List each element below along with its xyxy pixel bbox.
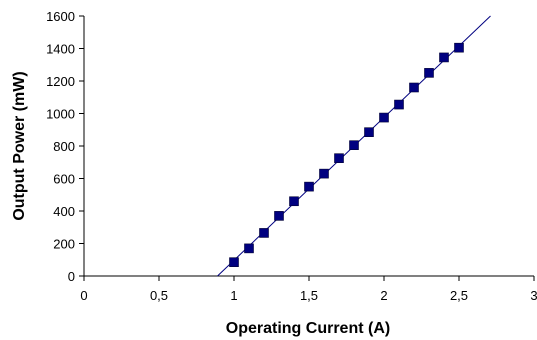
y-tick-label: 800 <box>53 139 75 154</box>
data-point <box>349 140 359 150</box>
x-axis-title: Operating Current (A) <box>226 320 390 337</box>
data-point <box>364 127 374 137</box>
data-point <box>439 52 449 63</box>
y-tick-label: 1400 <box>46 42 75 57</box>
x-tick-label: 2,5 <box>450 288 468 303</box>
x-axis-ticks: 0 0,5 1 1,5 2 2,5 3 <box>80 276 537 303</box>
y-tick-label: 1200 <box>46 74 75 89</box>
data-point <box>304 181 314 192</box>
y-axis-title: Output Power (mW) <box>11 71 28 220</box>
x-tick-label: 3 <box>530 288 537 303</box>
x-tick-label: 1 <box>230 288 237 303</box>
x-tick-label: 0,5 <box>150 288 168 303</box>
data-point <box>394 99 404 110</box>
x-tick-label: 2 <box>380 288 387 303</box>
data-point <box>274 211 284 221</box>
y-tick-label: 1600 <box>46 9 75 24</box>
data-point <box>379 112 389 123</box>
plot-area <box>83 16 534 277</box>
y-tick-label: 600 <box>53 172 75 187</box>
x-tick-label: 1,5 <box>300 288 318 303</box>
data-point <box>244 243 254 254</box>
data-point <box>289 196 299 207</box>
y-tick-label: 200 <box>53 237 75 252</box>
data-point <box>409 82 419 93</box>
data-points <box>229 42 464 267</box>
y-axis-ticks: 0 200 400 600 800 1000 1200 1400 1600 <box>46 9 84 284</box>
data-point <box>454 42 464 53</box>
data-point <box>259 228 269 238</box>
y-tick-label: 1000 <box>46 107 75 122</box>
y-tick-label: 400 <box>53 204 75 219</box>
data-point <box>424 68 434 78</box>
data-point <box>229 257 239 267</box>
data-point <box>334 153 344 163</box>
y-tick-label: 0 <box>68 269 75 284</box>
x-tick-label: 0 <box>80 288 87 303</box>
data-point <box>319 168 329 179</box>
